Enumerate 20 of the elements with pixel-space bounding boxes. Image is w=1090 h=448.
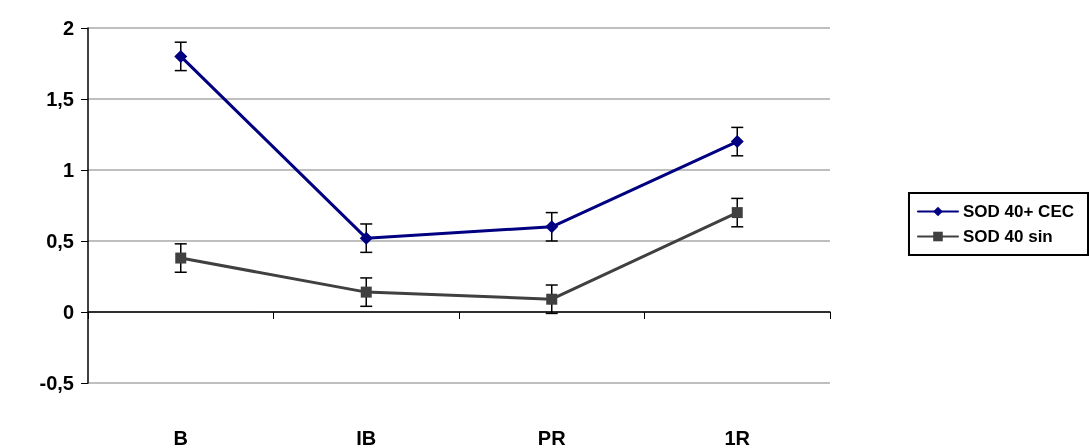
- legend-label: SOD 40 sin: [962, 227, 1053, 246]
- point: [730, 135, 744, 149]
- point: [545, 220, 559, 234]
- x-tick-label: IB: [356, 427, 377, 448]
- x-tick-label: PR: [537, 427, 567, 448]
- y-tick-label: 0: [62, 301, 74, 323]
- point: [174, 49, 188, 63]
- y-tick-label: 2: [62, 17, 74, 39]
- point: [359, 231, 373, 245]
- point: [546, 293, 558, 305]
- x-tick-label: B: [173, 427, 188, 448]
- point: [175, 252, 187, 264]
- y-tick-label: 1: [62, 159, 74, 181]
- x-tick-label: 1R: [724, 427, 751, 448]
- point: [731, 207, 743, 219]
- legend-label: SOD 40+ CEC: [962, 202, 1074, 221]
- point: [360, 286, 372, 298]
- y-tick-label: 0,5: [46, 230, 74, 252]
- y-tick-label: 1,5: [46, 88, 74, 110]
- y-tick-label: -0,5: [39, 372, 74, 394]
